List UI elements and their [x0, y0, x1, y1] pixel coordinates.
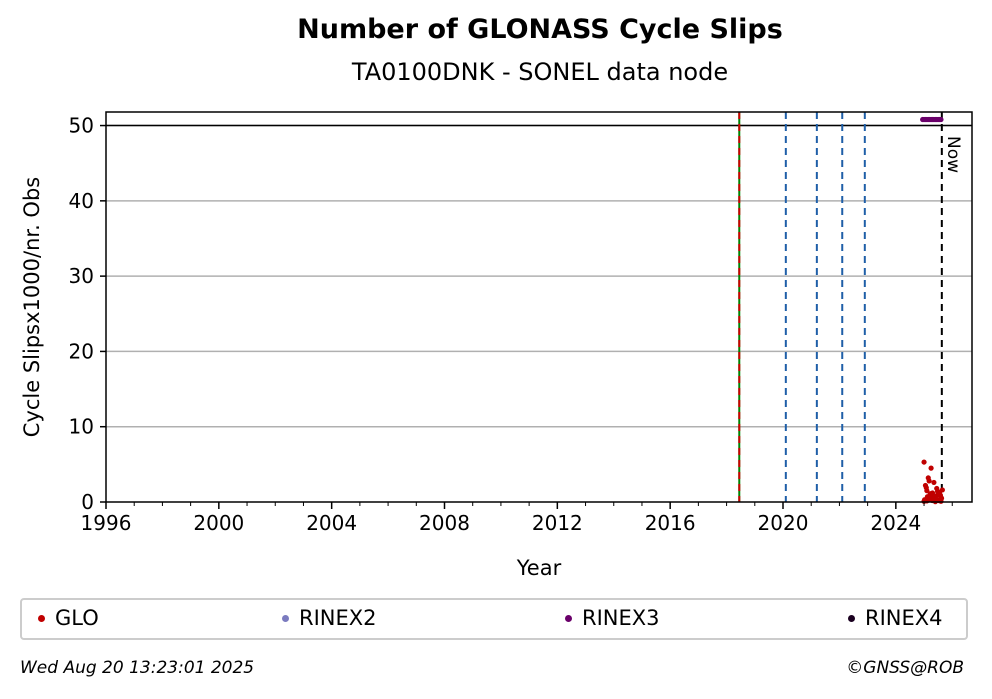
legend-marker-rinex4 [848, 615, 855, 622]
x-axis-label: Year [516, 556, 562, 580]
x-tick-label: 2020 [758, 511, 809, 535]
data-point-glo [938, 499, 943, 504]
legend-marker-rinex3 [565, 615, 572, 622]
data-point-glo [938, 493, 943, 498]
data-point-glo [931, 480, 936, 485]
data-point-glo [927, 478, 932, 483]
legend-label-rinex4: RINEX4 [865, 606, 943, 630]
legend-item-rinex4: RINEX4 [848, 606, 943, 630]
data-point-glo [924, 485, 929, 490]
x-tick-label: 2000 [193, 511, 244, 535]
data-point-glo [927, 497, 932, 502]
x-tick-label: 2016 [645, 511, 696, 535]
x-tick-label: 2008 [419, 511, 470, 535]
data-point-rinex3 [938, 117, 943, 122]
credit: ©GNSS@ROB [846, 658, 964, 678]
legend-label-glo: GLO [55, 606, 99, 630]
timestamp: Wed Aug 20 13:23:01 2025 [20, 658, 254, 678]
data-point-glo [940, 487, 945, 492]
x-tick-label: 2004 [306, 511, 357, 535]
legend-item-glo: GLO [38, 606, 99, 630]
legend: GLO RINEX2 RINEX3 RINEX4 [20, 598, 968, 640]
legend-label-rinex2: RINEX2 [299, 606, 377, 630]
y-tick-label: 10 [69, 415, 94, 439]
legend-label-rinex3: RINEX3 [582, 606, 660, 630]
legend-marker-glo [38, 615, 45, 622]
y-tick-label: 30 [69, 264, 94, 288]
data-point-glo [928, 466, 933, 471]
y-tick-label: 50 [69, 114, 94, 138]
y-tick-label: 20 [69, 339, 94, 363]
legend-marker-rinex2 [282, 615, 289, 622]
data-point-glo [921, 459, 926, 464]
chart-canvas: Now010203040501996 2000 2004 2008 2012 2016 20… [0, 0, 992, 699]
y-axis-label: Cycle Slipsx1000/nr. Obs [20, 177, 44, 437]
y-tick-label: 40 [69, 189, 94, 213]
x-tick-label: 2012 [532, 511, 583, 535]
legend-item-rinex2: RINEX2 [282, 606, 377, 630]
x-tick-label: 1996 [81, 511, 132, 535]
x-tick-label: 2024 [870, 511, 921, 535]
now-label: Now [943, 136, 963, 173]
legend-item-rinex3: RINEX3 [565, 606, 660, 630]
